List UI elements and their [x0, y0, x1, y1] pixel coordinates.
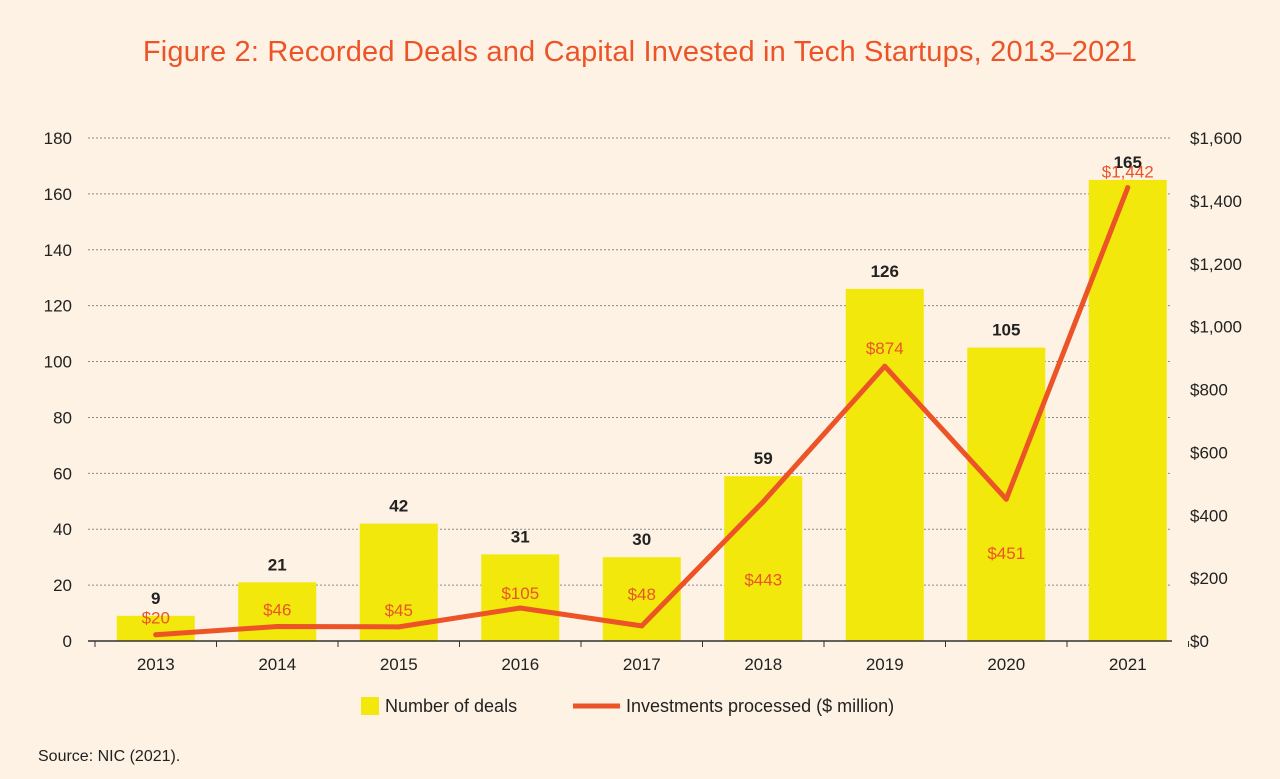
- bar: [845, 288, 924, 641]
- y-left-tick-label: 0: [63, 632, 72, 651]
- y-left-tick-label: 120: [44, 297, 72, 316]
- line-point: [396, 624, 402, 630]
- y-left-tick-label: 80: [53, 408, 72, 427]
- y-left-tick-label: 100: [44, 353, 72, 372]
- y-left-tick-label: 60: [53, 464, 72, 483]
- y-right-tick-label: $1,000: [1190, 318, 1242, 337]
- legend-swatch-bar: [361, 697, 379, 715]
- x-tick-label: 2013: [137, 655, 175, 674]
- line-point: [882, 363, 888, 369]
- x-tick-label: 2016: [501, 655, 539, 674]
- x-tick-label: 2019: [866, 655, 904, 674]
- y-right-tick-label: $400: [1190, 506, 1228, 525]
- line-value-label: $45: [385, 601, 413, 620]
- line-point: [1003, 496, 1009, 502]
- line-point: [274, 624, 280, 630]
- y-left-tick-label: 140: [44, 241, 72, 260]
- line-point: [639, 623, 645, 629]
- line-series: [153, 185, 1131, 638]
- y-left-tick-label: 160: [44, 185, 72, 204]
- y-right-tick-label: $1,400: [1190, 192, 1242, 211]
- y-left-tick-label: 40: [53, 520, 72, 539]
- x-tick-label: 2018: [744, 655, 782, 674]
- y-left-tick-label: 20: [53, 576, 72, 595]
- data-labels: 9 21 42 31 30 59 126 105 165 $20 $46 $45 $105 $48 $443…: [142, 153, 1154, 628]
- y-right-tick-label: $1,200: [1190, 255, 1242, 274]
- y-left-tick-label: 180: [44, 129, 72, 148]
- line-value-label: $48: [628, 585, 656, 604]
- x-tick-label: 2021: [1109, 655, 1147, 674]
- line-value-label: $46: [263, 601, 291, 620]
- bar-value-label: 42: [389, 497, 408, 516]
- bar-value-label: 59: [754, 449, 773, 468]
- legend-label-bar: Number of deals: [385, 696, 517, 716]
- line-point: [760, 499, 766, 505]
- line-point: [517, 605, 523, 611]
- bar-value-label: 31: [511, 527, 530, 546]
- legend-label-line: Investments processed ($ million): [626, 696, 894, 716]
- bar: [1088, 179, 1167, 641]
- line-value-label: $1,442: [1102, 163, 1154, 182]
- x-tick-label: 2015: [380, 655, 418, 674]
- legend: Number of deals Investments processed ($ …: [361, 696, 894, 716]
- bar-value-label: 126: [871, 262, 899, 281]
- line-value-label: $105: [501, 584, 539, 603]
- bar-value-label: 9: [151, 589, 160, 608]
- line-point: [153, 632, 159, 638]
- line-value-label: $20: [142, 609, 170, 628]
- line-point: [1125, 185, 1131, 191]
- y-right-tick-label: $200: [1190, 569, 1228, 588]
- x-tick-label: 2020: [987, 655, 1025, 674]
- axes: 0 20 40 60 80 100 120 140 160 180 $0 $200 $400 $600 $8…: [44, 129, 1242, 674]
- bar-value-label: 21: [268, 555, 287, 574]
- bar-value-label: 105: [992, 321, 1020, 340]
- bar: [238, 582, 317, 641]
- bar: [481, 554, 560, 641]
- chart-title: Figure 2: Recorded Deals and Capital Inv…: [142, 36, 1138, 68]
- x-tick-label: 2014: [258, 655, 296, 674]
- y-right-tick-label: $600: [1190, 443, 1228, 462]
- bar-value-label: 30: [632, 530, 651, 549]
- line-value-label: $451: [987, 544, 1025, 563]
- line-value-label: $874: [866, 339, 904, 358]
- y-right-tick-label: $800: [1190, 381, 1228, 400]
- source-note: Source: NIC (2021).: [38, 748, 181, 765]
- y-right-tick-label: $0: [1190, 632, 1209, 651]
- y-right-tick-label: $1,600: [1190, 129, 1242, 148]
- bar-value-label: 165: [1114, 153, 1142, 172]
- line-value-label: $443: [744, 571, 782, 590]
- x-tick-label: 2017: [623, 655, 661, 674]
